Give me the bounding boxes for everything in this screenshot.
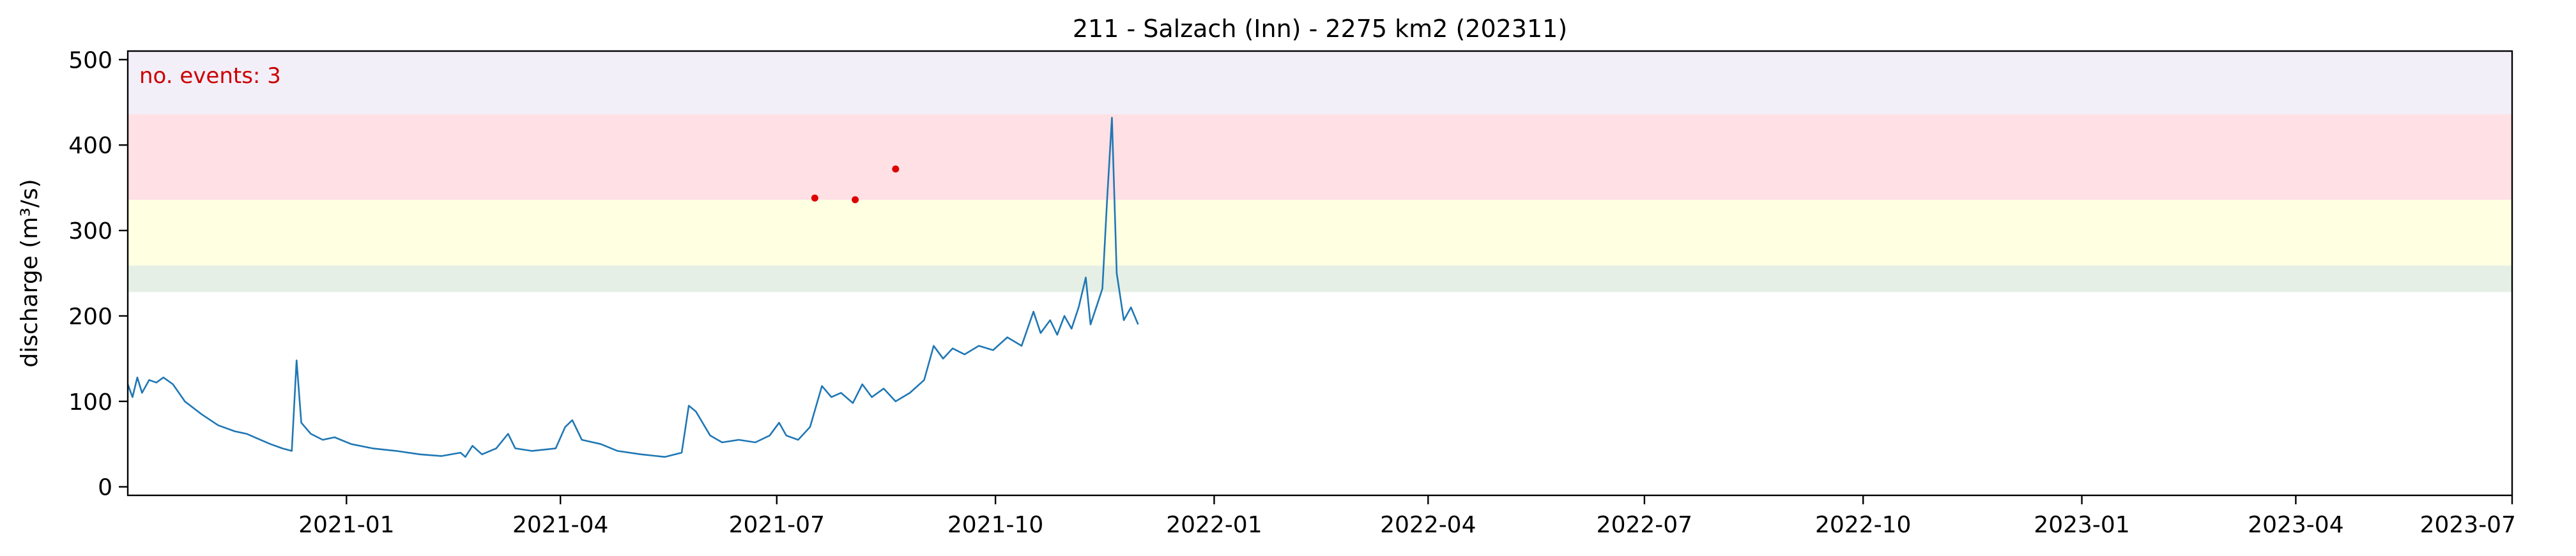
x-tick-label: 2023-04: [2248, 512, 2343, 538]
y-tick-label: 0: [98, 475, 112, 501]
x-tick-label: 2022-10: [1815, 512, 1911, 538]
x-tick-label: 2022-04: [1380, 512, 1476, 538]
x-tick-label: 2021-01: [298, 512, 394, 538]
x-axis: 2021-01 2021-04 2021-07 2021-10 2022-01 2022-…: [298, 495, 2516, 538]
threshold-bands: [128, 51, 2512, 292]
y-axis-title: discharge (m³/s): [17, 179, 43, 367]
x-tick-label: 2022-07: [1597, 512, 1692, 538]
x-tick-label: 2021-04: [512, 512, 608, 538]
y-tick-label: 100: [68, 389, 112, 416]
events-annotation: no. events: 3: [139, 63, 281, 89]
threshold-band-2: [128, 114, 2512, 200]
event-marker-2: [852, 196, 859, 204]
x-tick-label: 2021-10: [947, 512, 1043, 538]
plot-frame: [126, 50, 2513, 497]
y-tick-label: 200: [68, 304, 112, 330]
series-layer: [126, 117, 1139, 458]
x-tick-label: 2023-07: [2420, 512, 2516, 538]
discharge-series-line: [126, 117, 1139, 458]
event-marker-1: [811, 194, 818, 202]
threshold-band-1: [128, 199, 2512, 266]
y-tick-label: 500: [68, 47, 112, 73]
event-marker-3: [892, 165, 900, 173]
threshold-band-0: [128, 265, 2512, 292]
y-axis: 0 100 200 300 400 500: [68, 47, 128, 501]
y-tick-label: 400: [68, 133, 112, 159]
chart-title: 211 - Salzach (Inn) - 2275 km2 (202311): [1073, 15, 1567, 43]
threshold-band-3: [128, 51, 2512, 115]
x-tick-label: 2023-01: [2034, 512, 2129, 538]
x-tick-label: 2022-01: [1166, 512, 1262, 538]
y-tick-label: 300: [68, 218, 112, 244]
x-tick-label: 2021-07: [729, 512, 825, 538]
event-layer: [811, 165, 900, 204]
